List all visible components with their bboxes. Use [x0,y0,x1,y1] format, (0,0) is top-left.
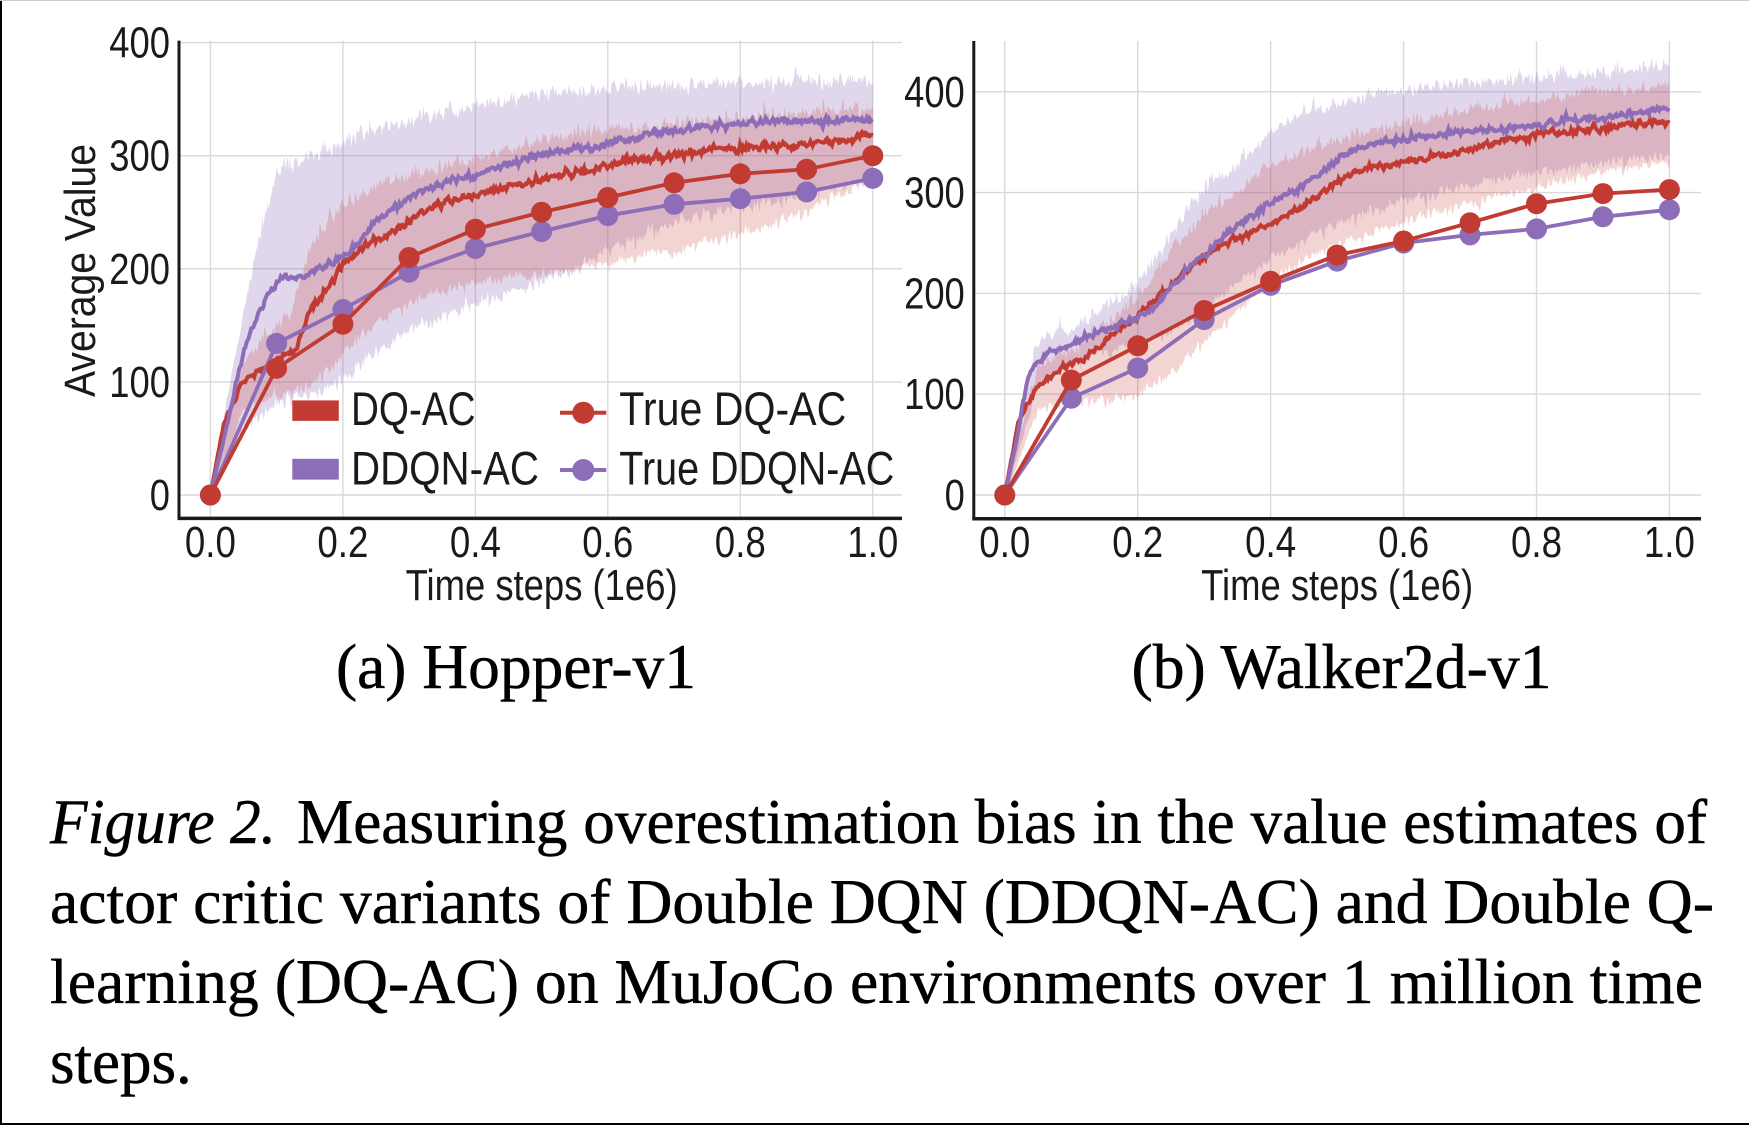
svg-text:0.0: 0.0 [185,518,236,567]
svg-text:0.6: 0.6 [1378,518,1429,567]
svg-text:DDQN-AC: DDQN-AC [351,442,539,495]
svg-text:0: 0 [150,471,170,520]
svg-text:200: 200 [904,269,965,318]
svg-text:0: 0 [945,471,965,520]
svg-text:100: 100 [904,370,965,419]
svg-text:actor critic variants of Doubl: actor critic variants of Double DQN (DDQ… [50,867,1714,937]
svg-text:(b) Walker2d-v1: (b) Walker2d-v1 [1132,632,1552,702]
svg-text:0.4: 0.4 [450,518,501,567]
svg-text:0.4: 0.4 [1245,518,1296,567]
svg-text:300: 300 [904,169,965,218]
svg-text:True DDQN-AC: True DDQN-AC [619,442,894,495]
svg-text:1.0: 1.0 [1644,518,1695,567]
svg-text:True DQ-AC: True DQ-AC [619,382,846,435]
svg-text:0.6: 0.6 [582,518,633,567]
svg-text:0.2: 0.2 [317,518,368,567]
svg-text:steps.: steps. [50,1027,192,1097]
svg-text:400: 400 [109,19,170,68]
svg-text:Figure 2.: Figure 2. [49,787,276,857]
svg-text:DQ-AC: DQ-AC [351,382,476,435]
svg-text:400: 400 [904,68,965,117]
svg-text:0.8: 0.8 [1511,518,1562,567]
svg-text:Average Value: Average Value [56,144,105,397]
svg-text:0.0: 0.0 [979,518,1030,567]
svg-text:Measuring overestimation bias: Measuring overestimation bias in the val… [297,787,1707,857]
svg-text:100: 100 [109,358,170,407]
svg-text:0.8: 0.8 [715,518,766,567]
svg-text:1.0: 1.0 [847,518,898,567]
svg-text:300: 300 [109,132,170,181]
svg-text:200: 200 [109,245,170,294]
svg-text:Time steps (1e6): Time steps (1e6) [406,561,678,610]
svg-text:(a) Hopper-v1: (a) Hopper-v1 [336,632,696,702]
svg-text:Time steps (1e6): Time steps (1e6) [1201,561,1473,610]
svg-text:learning (DQ-AC) on MuJoCo env: learning (DQ-AC) on MuJoCo environments … [50,947,1703,1017]
svg-text:0.2: 0.2 [1112,518,1163,567]
